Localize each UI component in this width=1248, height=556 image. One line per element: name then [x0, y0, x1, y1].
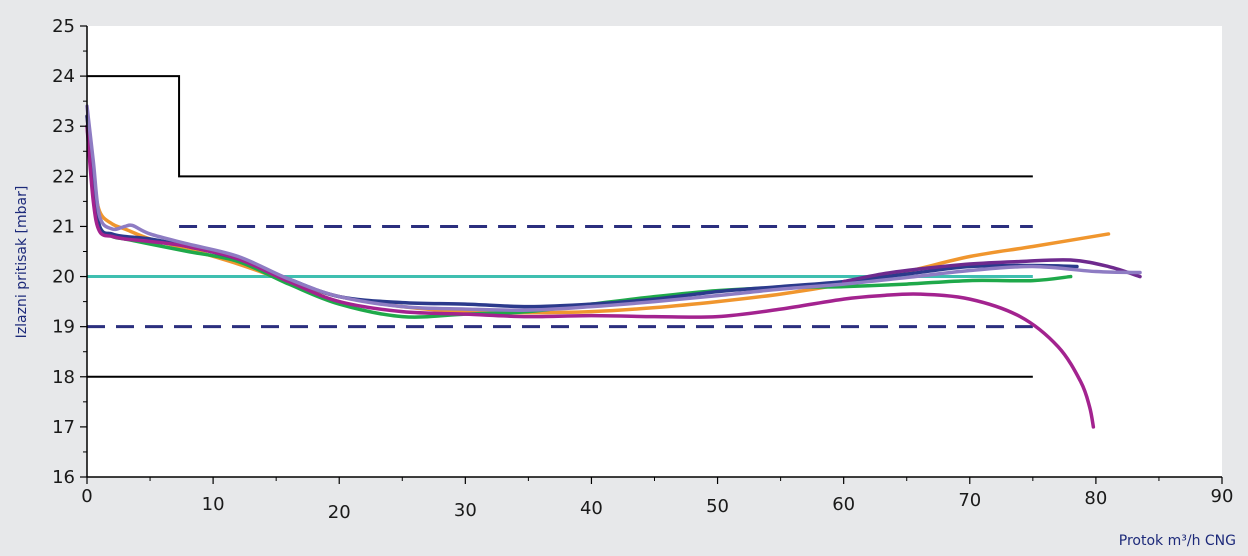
ref-line-outer-limit-upper	[87, 75, 1033, 178]
y-tick-label: 16	[52, 467, 75, 488]
x-tick-label: 10	[202, 494, 225, 515]
x-tick-label: 0	[81, 486, 92, 507]
y-tick-label: 22	[52, 166, 75, 187]
x-tick-label: 60	[832, 494, 855, 515]
y-tick-label: 17	[52, 417, 75, 438]
x-tick-label: 70	[958, 490, 981, 511]
y-tick-label: 20	[52, 267, 75, 288]
y-tick-label: 23	[52, 116, 75, 137]
series-line-6	[85, 104, 1142, 312]
y-tick-label: 19	[52, 317, 75, 338]
x-tick-label: 40	[580, 498, 603, 519]
y-tick-label: 24	[52, 66, 75, 87]
x-tick-label: 30	[454, 500, 477, 521]
series-lines	[85, 104, 1142, 429]
series-line-4	[85, 124, 1096, 429]
series-line-3	[85, 114, 1079, 309]
y-tick-label: 25	[52, 16, 75, 37]
x-tick-label: 80	[1084, 488, 1107, 509]
x-tick-label: 20	[328, 502, 351, 523]
plot-area	[87, 26, 1222, 477]
y-axis-label: Izlazni pritisak [mbar]	[14, 186, 30, 339]
series-line-5	[841, 258, 1142, 284]
y-tick-label: 18	[52, 367, 75, 388]
x-axis-label: Protok m³/h CNG	[1119, 533, 1236, 549]
x-tick-label: 90	[1211, 486, 1234, 507]
y-tick-label: 21	[52, 216, 75, 237]
ticks: 16 17 18 19 20 21 22 23 24 25 0 10 20 30 40 50 60 70 80 90	[52, 16, 1233, 523]
x-tick-label: 50	[706, 496, 729, 517]
